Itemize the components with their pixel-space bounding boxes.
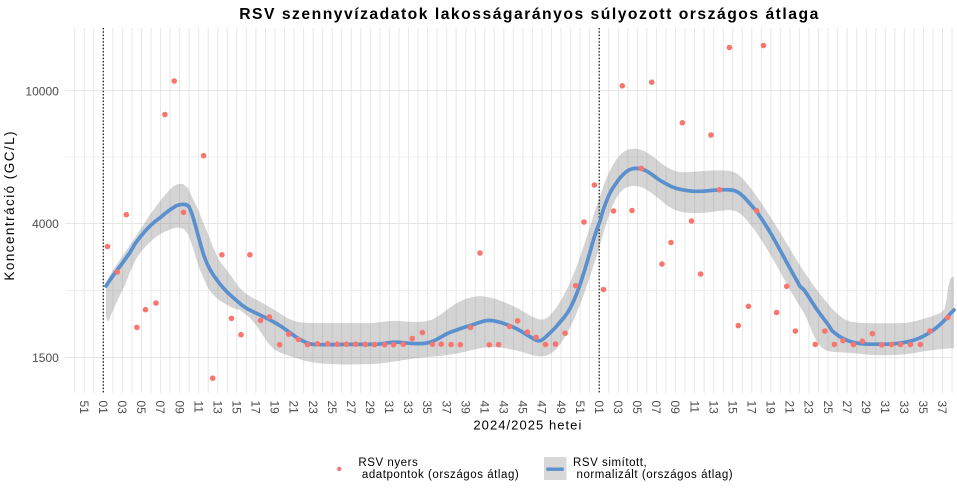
svg-text:01: 01 <box>96 401 110 415</box>
svg-text:adatpontok (országos átlag): adatpontok (országos átlag) <box>362 469 519 481</box>
svg-text:2024/2025 hetei: 2024/2025 hetei <box>473 418 582 433</box>
svg-text:39: 39 <box>458 401 472 415</box>
svg-text:51: 51 <box>77 401 91 415</box>
svg-text:49: 49 <box>554 401 568 415</box>
svg-text:Koncentráció (GC/L): Koncentráció (GC/L) <box>2 130 17 281</box>
svg-text:47: 47 <box>535 401 549 415</box>
svg-text:09: 09 <box>172 401 186 415</box>
svg-text:17: 17 <box>249 401 263 415</box>
svg-text:07: 07 <box>153 401 167 415</box>
svg-text:33: 33 <box>897 401 911 415</box>
svg-text:41: 41 <box>477 401 491 415</box>
svg-text:RSV nyers: RSV nyers <box>358 457 418 469</box>
svg-text:15: 15 <box>725 401 739 415</box>
svg-text:05: 05 <box>134 401 148 415</box>
svg-text:17: 17 <box>744 401 758 415</box>
svg-text:33: 33 <box>401 401 415 415</box>
svg-text:normalizált (országos átlag): normalizált (országos átlag) <box>577 469 734 481</box>
svg-text:4000: 4000 <box>32 217 59 231</box>
svg-text:23: 23 <box>306 401 320 415</box>
svg-text:RSV szennyvízadatok lakosságar: RSV szennyvízadatok lakosságarányos súly… <box>239 6 820 23</box>
svg-text:27: 27 <box>840 401 854 415</box>
svg-text:15: 15 <box>229 401 243 415</box>
svg-text:35: 35 <box>916 401 930 415</box>
svg-text:29: 29 <box>363 401 377 415</box>
svg-text:21: 21 <box>783 401 797 415</box>
svg-text:03: 03 <box>115 401 129 415</box>
svg-text:13: 13 <box>210 401 224 415</box>
svg-text:RSV simított,: RSV simított, <box>573 457 647 469</box>
svg-text:11: 11 <box>687 401 701 414</box>
svg-text:23: 23 <box>802 401 816 415</box>
svg-text:51: 51 <box>573 401 587 415</box>
svg-text:03: 03 <box>611 401 625 415</box>
svg-text:05: 05 <box>630 401 644 415</box>
svg-text:43: 43 <box>496 401 510 415</box>
svg-text:25: 25 <box>325 401 339 415</box>
svg-text:35: 35 <box>420 401 434 415</box>
svg-text:01: 01 <box>592 401 606 415</box>
svg-text:13: 13 <box>706 401 720 415</box>
svg-text:37: 37 <box>935 401 949 415</box>
svg-text:31: 31 <box>878 401 892 415</box>
svg-text:07: 07 <box>649 401 663 415</box>
svg-text:45: 45 <box>516 401 530 415</box>
svg-text:19: 19 <box>268 401 282 415</box>
svg-text:09: 09 <box>668 401 682 415</box>
svg-text:29: 29 <box>859 401 873 415</box>
svg-text:19: 19 <box>764 401 778 415</box>
svg-text:37: 37 <box>439 401 453 415</box>
svg-text:31: 31 <box>382 401 396 415</box>
svg-text:10000: 10000 <box>25 84 59 98</box>
svg-text:25: 25 <box>821 401 835 415</box>
svg-text:21: 21 <box>287 401 301 415</box>
svg-text:11: 11 <box>191 401 205 414</box>
svg-text:27: 27 <box>344 401 358 415</box>
svg-text:1500: 1500 <box>32 351 59 365</box>
